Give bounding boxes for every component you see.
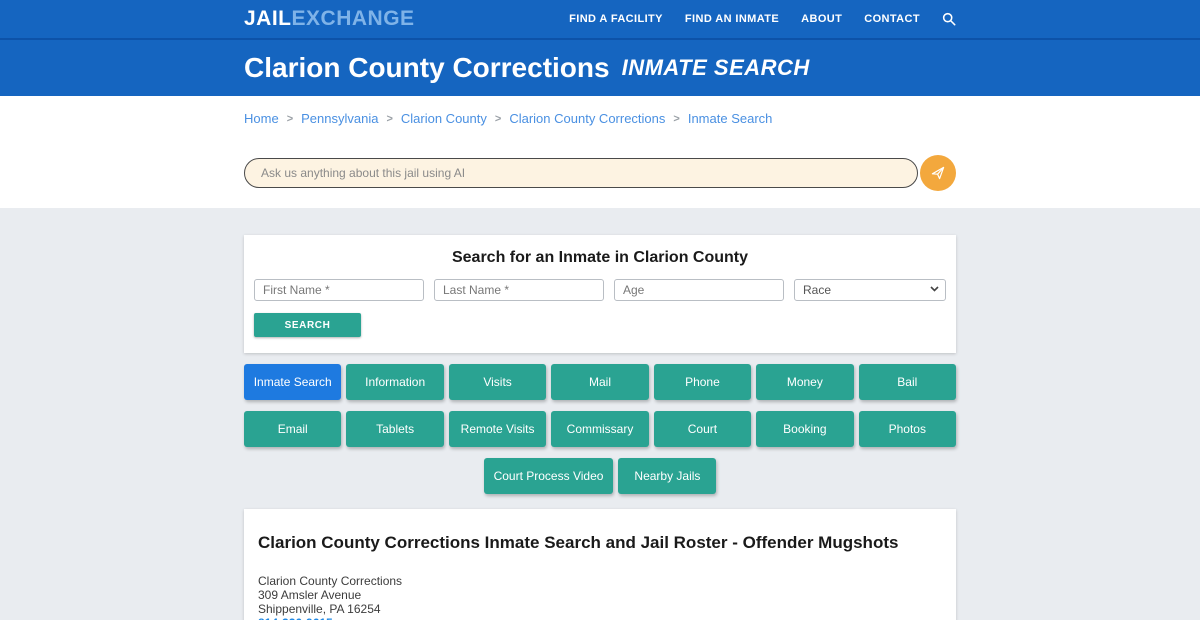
tab-inmate-search[interactable]: Inmate Search	[244, 364, 342, 400]
tab-mail[interactable]: Mail	[551, 364, 649, 400]
inmate-search-card: Search for an Inmate in Clarion County R…	[244, 235, 956, 353]
top-navigation-bar: JAILEXCHANGE FIND A FACILITY FIND AN INM…	[0, 0, 1200, 40]
race-select-wrap: Race	[794, 279, 946, 301]
nav-about[interactable]: ABOUT	[801, 13, 843, 25]
address-city-state-zip: Shippenville, PA 16254	[258, 602, 381, 616]
nav-find-a-facility[interactable]: FIND A FACILITY	[569, 13, 663, 25]
info-heading: Clarion County Corrections Inmate Search…	[258, 533, 899, 552]
facility-info-card: Clarion County Corrections Inmate Search…	[244, 509, 956, 620]
search-button[interactable]: SEARCH	[254, 313, 361, 337]
breadcrumb-separator: >	[494, 112, 502, 125]
tab-visits[interactable]: Visits	[448, 364, 547, 400]
ai-search-row	[244, 155, 956, 191]
search-fields-row: Race	[254, 279, 946, 301]
tab-remote-visits[interactable]: Remote Visits	[448, 411, 547, 447]
tab-email[interactable]: Email	[244, 411, 342, 447]
ai-search-input[interactable]	[244, 158, 918, 188]
send-icon	[931, 166, 945, 180]
facility-nav-buttons-row1: Inmate Search Information Visits Mail Ph…	[244, 364, 956, 400]
tab-booking[interactable]: Booking	[756, 411, 854, 447]
breadcrumb-separator: >	[286, 112, 294, 125]
phone-link[interactable]: 814-226-9615	[258, 616, 333, 620]
breadcrumb-clarion-county-corrections[interactable]: Clarion County Corrections	[509, 111, 666, 126]
logo-text-jail: JAIL	[244, 7, 292, 30]
last-name-field[interactable]	[434, 279, 604, 301]
tab-court[interactable]: Court	[653, 411, 752, 447]
tab-photos[interactable]: Photos	[858, 411, 956, 447]
breadcrumb-clarion-county[interactable]: Clarion County	[400, 111, 487, 126]
tab-phone[interactable]: Phone	[653, 364, 752, 400]
address-street: 309 Amsler Avenue	[258, 588, 362, 602]
top-nav-links: FIND A FACILITY FIND AN INMATE ABOUT CON…	[569, 12, 956, 26]
tab-court-process-video[interactable]: Court Process Video	[483, 458, 614, 494]
breadcrumb-separator: >	[386, 112, 393, 125]
tab-bail[interactable]: Bail	[858, 364, 956, 400]
tab-tablets[interactable]: Tablets	[346, 411, 444, 447]
facility-nav-buttons-row3: Court Process Video Nearby Jails	[244, 458, 956, 494]
address-facility-name: Clarion County Corrections	[258, 574, 403, 588]
page-banner: Clarion County Corrections INMATE SEARCH	[0, 40, 1200, 96]
search-icon[interactable]	[942, 12, 956, 26]
facility-address: Clarion County Corrections 309 Amsler Av…	[258, 574, 942, 620]
breadcrumb-separator: >	[673, 112, 680, 125]
page-subtitle: INMATE SEARCH	[621, 55, 810, 80]
race-select[interactable]: Race	[794, 279, 946, 301]
ai-send-button[interactable]	[920, 155, 956, 191]
breadcrumb-ai-section: Home > Pennsylvania > Clarion County > C…	[0, 96, 1200, 208]
breadcrumb-inmate-search[interactable]: Inmate Search	[687, 111, 773, 126]
breadcrumb: Home > Pennsylvania > Clarion County > C…	[244, 111, 956, 126]
age-field[interactable]	[614, 279, 784, 301]
page-title: Clarion County Corrections	[244, 52, 610, 83]
tab-commissary[interactable]: Commissary	[551, 411, 649, 447]
nav-find-an-inmate[interactable]: FIND AN INMATE	[684, 13, 780, 25]
nav-contact[interactable]: CONTACT	[864, 13, 920, 25]
tab-money[interactable]: Money	[756, 364, 854, 400]
logo-text-exchange: EXCHANGE	[291, 7, 415, 30]
breadcrumb-home[interactable]: Home	[244, 111, 279, 126]
search-card-title: Search for an Inmate in Clarion County	[451, 249, 749, 266]
jailexchange-logo[interactable]: JAILEXCHANGE	[244, 7, 415, 31]
breadcrumb-pennsylvania[interactable]: Pennsylvania	[301, 111, 379, 126]
facility-nav-buttons-row2: Email Tablets Remote Visits Commissary C…	[244, 411, 956, 447]
tab-information[interactable]: Information	[346, 364, 444, 400]
tab-nearby-jails[interactable]: Nearby Jails	[618, 458, 717, 494]
first-name-field[interactable]	[254, 279, 424, 301]
